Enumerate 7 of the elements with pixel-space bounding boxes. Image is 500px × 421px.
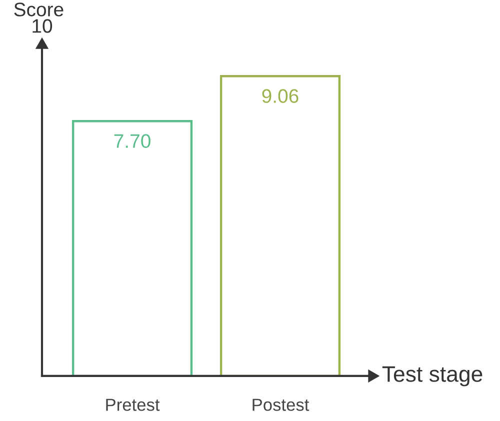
x-axis-title: Test stage [382, 366, 482, 386]
x-tick-label: Pretest [106, 398, 160, 411]
data-label: 9.06 [262, 89, 298, 103]
y-axis-title: Score [14, 2, 64, 16]
x-tick-label: Postest [252, 398, 310, 411]
data-label: 7.70 [114, 134, 150, 148]
annotation: 10 [32, 19, 52, 33]
